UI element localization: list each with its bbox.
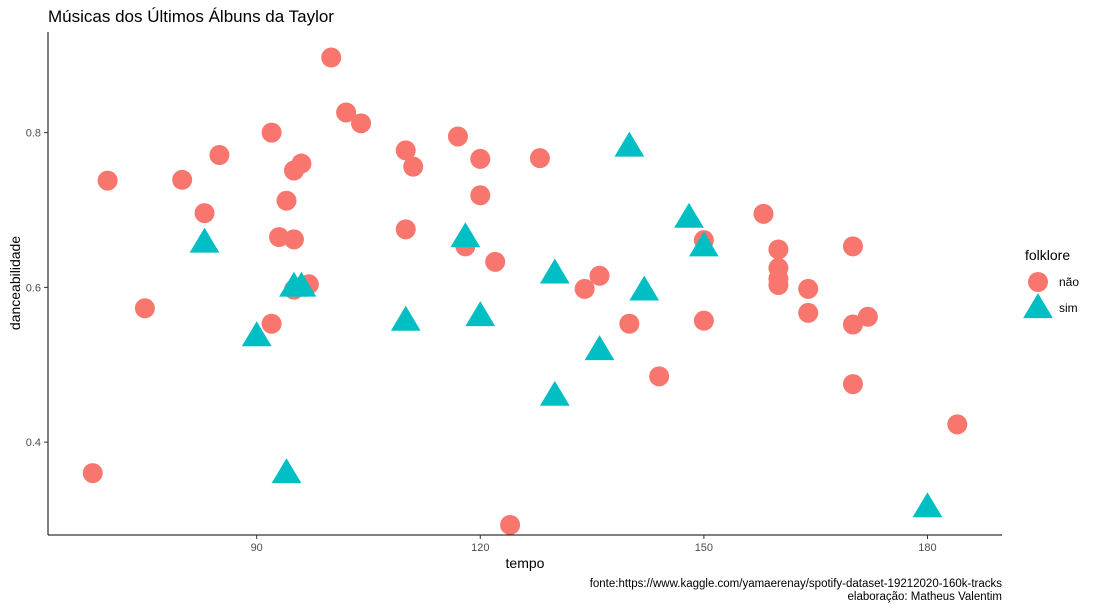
point-não-43 <box>842 374 863 395</box>
legend-title: folklore <box>1025 247 1070 263</box>
point-não-19 <box>395 219 416 240</box>
point-não-18 <box>395 140 416 161</box>
x-tick-label-2: 150 <box>695 542 713 554</box>
point-não-23 <box>470 148 491 169</box>
x-axis-ticks: 90 120 150 180 <box>251 535 937 554</box>
point-sim-14 <box>688 231 719 257</box>
point-não-17 <box>351 113 372 134</box>
point-não-42 <box>842 314 863 335</box>
point-não-30 <box>619 313 640 334</box>
point-não-8 <box>269 227 290 248</box>
legend: folklore não sim <box>1023 247 1079 319</box>
legend-key-não <box>1028 272 1048 292</box>
point-não-20 <box>403 156 424 177</box>
point-não-26 <box>500 514 521 535</box>
point-não-29 <box>589 265 610 286</box>
x-axis-title: tempo <box>506 555 545 571</box>
point-não-25 <box>485 251 506 272</box>
point-não-38 <box>768 275 789 296</box>
point-não-15 <box>321 47 342 68</box>
point-sim-9 <box>539 380 570 406</box>
point-não-31 <box>649 366 670 387</box>
x-tick-label-1: 120 <box>471 542 489 554</box>
point-não-44 <box>857 306 878 327</box>
caption-author: elaboração: Matheus Valentim <box>848 591 1003 603</box>
point-sim-5 <box>390 305 421 331</box>
point-não-1 <box>97 170 118 191</box>
point-sim-2 <box>271 458 302 484</box>
point-não-45 <box>947 414 968 435</box>
point-não-33 <box>693 310 714 331</box>
point-sim-6 <box>450 222 481 248</box>
point-sim-13 <box>674 202 704 228</box>
point-sim-11 <box>614 131 645 157</box>
legend-label-não: não <box>1059 275 1079 289</box>
y-axis-title: danceabilidade <box>7 236 23 330</box>
caption-source: fonte:https://www.kaggle.com/yamaerenay/… <box>590 578 1003 590</box>
point-sim-10 <box>584 335 615 361</box>
point-não-11 <box>283 229 304 250</box>
y-tick-label-0: 0.4 <box>26 437 41 449</box>
point-não-28 <box>574 278 595 299</box>
x-tick-label-3: 180 <box>918 542 936 554</box>
point-não-35 <box>768 239 789 260</box>
legend-key-sim <box>1023 293 1053 319</box>
legend-label-sim: sim <box>1059 301 1078 315</box>
point-sim-0 <box>189 227 220 253</box>
point-não-7 <box>261 122 282 143</box>
y-tick-label-1: 0.6 <box>26 282 41 294</box>
point-não-39 <box>798 278 819 299</box>
point-não-21 <box>447 126 468 147</box>
point-sim-12 <box>629 275 660 301</box>
y-tick-label-2: 0.8 <box>26 128 41 140</box>
plot-area: 90 120 150 180 0.4 0.6 0.8 <box>26 32 1002 554</box>
point-não-16 <box>336 102 357 123</box>
point-sim-1 <box>241 321 272 347</box>
point-sim-15 <box>912 492 943 518</box>
point-não-41 <box>842 236 863 257</box>
point-não-6 <box>261 313 282 334</box>
y-axis-ticks: 0.4 0.6 0.8 <box>26 128 48 449</box>
point-não-0 <box>82 463 103 484</box>
legend-items: não sim <box>1023 272 1079 319</box>
point-não-13 <box>291 153 312 174</box>
x-tick-label-0: 90 <box>251 542 263 554</box>
point-não-27 <box>529 148 550 169</box>
point-não-40 <box>798 302 819 323</box>
point-não-4 <box>194 203 215 224</box>
point-não-9 <box>276 190 297 211</box>
point-não-5 <box>209 145 230 166</box>
point-sim-8 <box>539 258 570 284</box>
data-points <box>82 47 968 535</box>
point-não-24 <box>470 185 491 206</box>
chart-title: Músicas dos Últimos Álbuns da Taylor <box>48 7 334 26</box>
point-não-3 <box>172 169 193 190</box>
point-não-2 <box>134 298 155 319</box>
point-sim-7 <box>465 301 496 327</box>
point-sim-4 <box>286 271 317 297</box>
point-não-34 <box>753 203 774 224</box>
